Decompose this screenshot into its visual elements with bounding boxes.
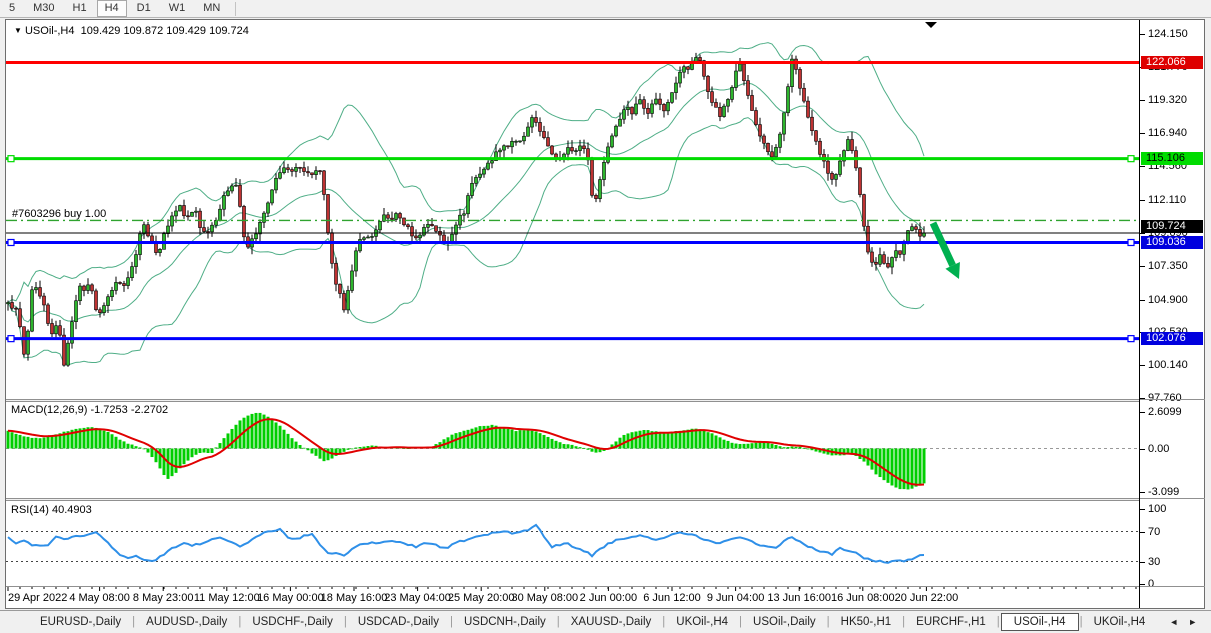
rsi-indicator-label: RSI(14) 40.4903 [11, 504, 92, 516]
chart-tab-usdchf-daily[interactable]: USDCHF-,Daily [252, 616, 333, 628]
time-axis-label: 2 Jun 00:00 [579, 592, 638, 604]
chart-title: ▼ USOil-,H4 109.429 109.872 109.429 109.… [14, 25, 249, 37]
chart-shift-marker[interactable] [925, 22, 937, 28]
rsi-tick: 30 [1148, 555, 1161, 568]
time-axis-label: 23 May 04:00 [384, 592, 451, 604]
price-tick: 124.150 [1148, 27, 1188, 40]
level-lines [6, 22, 1139, 343]
chart-tab-ukoil-h4[interactable]: UKOil-,H4 [1093, 616, 1146, 628]
tab-separator: | [449, 616, 453, 628]
tab-separator: | [739, 616, 743, 628]
macd-tick: 2.6099 [1148, 406, 1182, 419]
chart-tab-usdcad-daily[interactable]: USDCAD-,Daily [357, 616, 439, 628]
price-badge: 109.036 [1141, 235, 1203, 249]
chart-tab-bar: EURUSD-,Daily | AUDUSD-,Daily | USDCHF-,Dail… [0, 610, 1211, 633]
time-axis-label: 9 Jun 04:00 [706, 592, 765, 604]
line-drag-handle[interactable] [7, 155, 15, 163]
time-axis-label: 20 Jun 22:00 [894, 592, 959, 604]
time-axis-label: 11 May 12:00 [193, 592, 260, 604]
chart-symbol-label: USOil-,H4 [24, 25, 75, 37]
rsi-panel [6, 523, 1139, 564]
price-tick: 119.320 [1148, 94, 1187, 107]
line-drag-handle[interactable] [7, 335, 15, 343]
price-badge: 122.066 [1141, 55, 1203, 69]
toolbar-separator [235, 1, 237, 16]
timeframe-toolbar: 5 M30 H1 H4 D1 W1 MN [0, 0, 1211, 18]
rsi-tick: 70 [1148, 525, 1161, 538]
current-price-badge: 109.724 [1141, 220, 1203, 233]
chevron-down-icon[interactable]: ▼ [14, 26, 22, 35]
tab-separator: | [662, 616, 666, 628]
chart-tab-ukoil-h4[interactable]: UKOil-,H4 [676, 616, 729, 628]
tab-scroll-right[interactable]: ► [1188, 617, 1198, 627]
time-axis-separator [6, 586, 1204, 587]
chart-ohlc-readout: 109.429 109.872 109.429 109.724 [80, 25, 249, 37]
rsi-tick: 0 [1148, 578, 1155, 590]
timeframe-button-w1[interactable]: W1 [168, 2, 186, 14]
price-tick: 107.350 [1148, 259, 1188, 272]
macd-panel [6, 412, 1139, 490]
order-label: #7603296 buy 1.00 [12, 208, 107, 220]
tab-separator: | [996, 616, 1000, 628]
chart-window[interactable]: ▼ USOil-,H4 109.429 109.872 109.429 109.… [5, 19, 1205, 609]
rsi-tick: 100 [1148, 503, 1167, 515]
trend-arrow-head[interactable] [945, 262, 960, 279]
timeframe-button-mn[interactable]: MN [203, 2, 221, 14]
timeframe-button-m30[interactable]: M30 [33, 2, 55, 14]
tab-separator: | [1079, 616, 1083, 628]
time-axis-label: 4 May 08:00 [69, 592, 130, 604]
time-axis-label: 16 Jun 08:00 [830, 592, 895, 604]
chart-tab-eurusd-daily[interactable]: EURUSD-,Daily [40, 616, 122, 628]
chart-tab-hk50-h1[interactable]: HK50-,H1 [840, 616, 892, 628]
panel-separator[interactable] [6, 399, 1204, 402]
time-axis-label: 18 May 16:00 [320, 592, 388, 604]
macd-tick: 0.00 [1148, 442, 1170, 455]
price-tick: 104.900 [1148, 293, 1188, 306]
tab-separator: | [343, 616, 347, 628]
timeframe-button-h1[interactable]: H1 [72, 2, 87, 14]
time-axis-label: 29 Apr 2022 [8, 592, 68, 604]
tab-scroll-left[interactable]: ◄ [1169, 617, 1179, 627]
chart-tab-audusd-daily[interactable]: AUDUSD-,Daily [146, 616, 228, 628]
chart-tab-usoil-h4[interactable]: USOil-,H4 [1000, 613, 1079, 631]
timeframe-button-h4[interactable]: H4 [96, 0, 127, 17]
line-drag-handle[interactable] [7, 238, 15, 247]
chart-tab-usoil-daily[interactable]: USOil-,Daily [753, 616, 816, 628]
tab-separator: | [132, 616, 136, 628]
panel-separator[interactable] [6, 498, 1204, 501]
chart-tab-eurchf-h1[interactable]: EURCHF-,H1 [916, 616, 986, 628]
timeframe-button-d1[interactable]: D1 [136, 2, 151, 14]
price-badge: 102.076 [1141, 331, 1203, 345]
time-axis-label: 30 May 08:00 [511, 592, 579, 604]
price-axis[interactable]: 124.150121.770119.320116.940114.560112.1… [1139, 20, 1205, 608]
time-axis-label: 16 May 00:00 [257, 592, 324, 604]
time-axis[interactable]: 29 Apr 2022 4 May 08:00 8 May 23:00 11 May … [6, 590, 1139, 608]
line-drag-handle[interactable] [1127, 155, 1135, 163]
tab-separator: | [826, 616, 830, 628]
timeframe-button-5[interactable]: 5 [9, 2, 16, 14]
chart-tab-xauusd-daily[interactable]: XAUUSD-,Daily [570, 616, 652, 628]
time-axis-label: 8 May 23:00 [132, 592, 194, 604]
time-axis-label: 25 May 20:00 [447, 592, 515, 604]
macd-tick: -3.099 [1148, 485, 1180, 498]
tab-separator: | [902, 616, 906, 628]
tab-separator: | [238, 616, 242, 628]
price-tick: 112.110 [1148, 194, 1187, 207]
tab-separator: | [556, 616, 560, 628]
chart-canvas[interactable] [6, 20, 1139, 608]
line-drag-handle[interactable] [1127, 335, 1135, 343]
macd-indicator-label: MACD(12,26,9) -1.7253 -2.2702 [11, 404, 169, 416]
chart-tab-usdcnh-daily[interactable]: USDCNH-,Daily [463, 616, 546, 628]
price-badge: 115.106 [1141, 151, 1203, 165]
time-axis-label: 6 Jun 12:00 [643, 592, 701, 604]
price-tick: 116.940 [1148, 127, 1187, 140]
candles-layer [6, 52, 926, 367]
price-tick: 100.140 [1148, 359, 1188, 372]
time-axis-label: 13 Jun 16:00 [767, 592, 831, 604]
time-axis-ticks [7, 587, 1137, 591]
price-tick: 97.760 [1148, 392, 1182, 404]
trend-arrow[interactable] [929, 221, 956, 267]
line-drag-handle[interactable] [1127, 238, 1135, 247]
